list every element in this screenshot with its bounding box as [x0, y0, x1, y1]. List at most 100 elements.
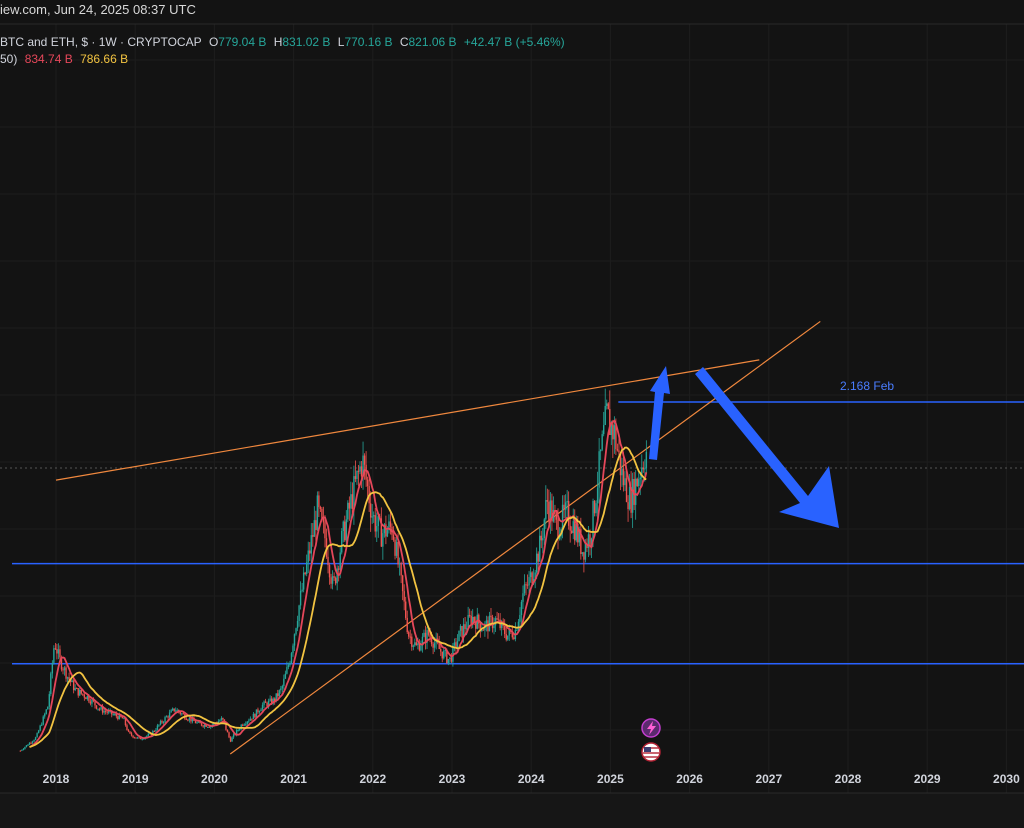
candle-body [473, 616, 475, 622]
candle-body [356, 470, 358, 479]
candle-body [40, 724, 43, 726]
candle-body [324, 522, 326, 539]
candle-body [631, 478, 634, 513]
candle-body [452, 645, 454, 662]
candle-body [299, 590, 302, 606]
candle-body [331, 576, 334, 584]
candle-body [179, 711, 181, 714]
candle-body [194, 720, 197, 724]
candle-body [350, 494, 352, 509]
candle-body [322, 517, 325, 523]
candle-body [68, 677, 70, 680]
candle-body [100, 706, 102, 710]
candle-body [103, 710, 105, 713]
symbol-ohlc-legend[interactable]: BTC and ETH, $ · 1W · CRYPTOCAP O779.04 … [0, 35, 565, 49]
candle-body [91, 699, 93, 704]
candle-body [86, 696, 89, 700]
candle-body [619, 452, 622, 476]
candle-body [97, 708, 99, 710]
candle-body [545, 500, 547, 520]
candle-body [54, 648, 57, 650]
candle-body [583, 552, 585, 560]
candle-body [528, 577, 530, 586]
candle-body [347, 502, 349, 520]
candle-body [433, 643, 436, 648]
candle-body [537, 553, 539, 562]
candle-body [446, 649, 448, 663]
candle-body [465, 628, 468, 630]
candle-body [341, 530, 343, 553]
candle-body [225, 723, 227, 730]
candle-body [24, 746, 26, 749]
candle-body [304, 572, 306, 574]
candle-body [264, 701, 267, 703]
candle-body [173, 708, 175, 712]
candle-body [312, 535, 314, 537]
candle-body [200, 723, 203, 726]
us-flag-icon[interactable] [641, 742, 661, 762]
candle-body [363, 455, 366, 465]
candle-body [517, 621, 520, 630]
candle-body [229, 737, 232, 742]
candle-body [612, 423, 614, 440]
candle-body [161, 721, 163, 723]
candle-body [196, 722, 198, 724]
source-timestamp: iew.com, Jun 24, 2025 08:37 UTC [0, 2, 196, 17]
candle-body [21, 749, 23, 751]
candle-body [274, 698, 276, 702]
candle-body [412, 645, 415, 647]
candle-body [292, 645, 294, 654]
candle-body [295, 628, 297, 635]
candle-body [88, 696, 90, 702]
candle-body [353, 476, 355, 509]
candle-body [644, 468, 646, 470]
candle-body [408, 632, 410, 637]
candle-body [104, 710, 107, 712]
candle-body [92, 699, 95, 702]
candle-body [164, 717, 166, 722]
candle-body [254, 713, 256, 718]
candle-body [260, 709, 262, 712]
moving-average-legend[interactable]: 50) 834.74 B 786.66 B [0, 52, 128, 66]
candle-body [453, 642, 456, 646]
x-tick-label: 2022 [359, 772, 386, 786]
candle-body [577, 523, 579, 543]
candle-body [124, 718, 127, 726]
candle-body [48, 694, 50, 707]
candle-body [222, 717, 224, 720]
candle-body [293, 634, 296, 646]
candle-body [56, 649, 58, 654]
candle-body [374, 515, 376, 532]
candle-body [107, 710, 110, 713]
candle-body [430, 637, 433, 644]
candle-body [587, 534, 590, 549]
forecast-arrows[interactable] [649, 366, 839, 528]
candle-body [404, 601, 407, 618]
candle-body [280, 688, 282, 691]
candle-body [130, 733, 133, 736]
candle-body [382, 533, 384, 547]
candle-body [182, 713, 185, 715]
candle-body [377, 516, 379, 527]
candle-body [53, 648, 55, 663]
lightning-icon[interactable] [641, 718, 661, 738]
horizontal-levels[interactable] [12, 401, 1024, 665]
candle-body [181, 713, 183, 715]
candle-body [287, 665, 290, 668]
low-label: L [337, 35, 345, 49]
candle-body [609, 408, 611, 436]
candle-body [344, 521, 346, 541]
candle-body [269, 698, 271, 701]
candle-body [596, 487, 599, 504]
candle-body [71, 680, 73, 683]
candle-body [535, 553, 538, 573]
candle-body [395, 541, 398, 556]
symbol-label[interactable]: BTC and ETH, $ · 1W · CRYPTOCAP [0, 35, 202, 49]
candle-body [450, 657, 453, 662]
time-axis-ticks: 2018 2019 2020 2021 2022 2023 2024 2025 2026 2027… [43, 772, 1020, 786]
x-tick-label: 2026 [676, 772, 703, 786]
up-arrow [649, 366, 670, 460]
candle-body [60, 657, 63, 670]
